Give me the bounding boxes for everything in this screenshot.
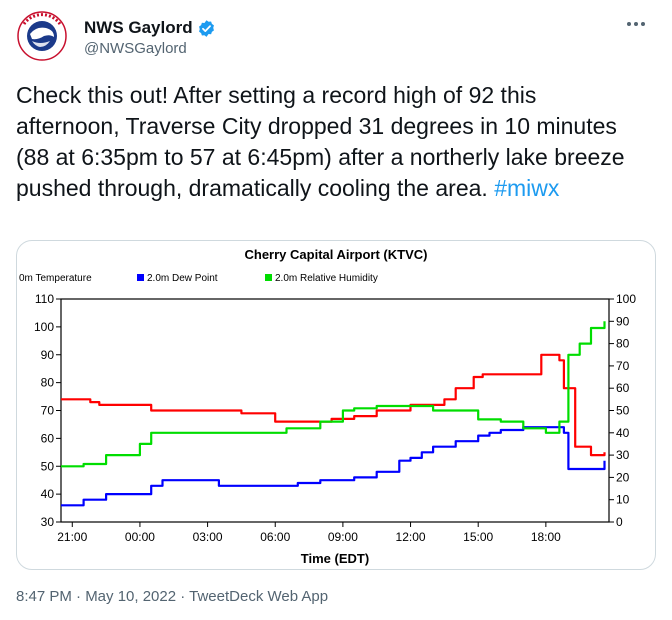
series-line <box>61 353 606 457</box>
display-name[interactable]: NWS Gaylord <box>84 18 193 37</box>
chart-series <box>61 321 606 507</box>
x-tick-label: 00:00 <box>125 530 155 544</box>
chart-svg: Cherry Capital Airport (KTVC) 0m Tempera… <box>19 247 636 566</box>
tweet-media-chart[interactable]: Cherry Capital Airport (KTVC) 0m Tempera… <box>16 240 656 570</box>
y-right-tick-label: 30 <box>616 448 630 462</box>
y-left-tick-label: 30 <box>41 515 55 529</box>
y-left-tick-label: 80 <box>41 376 55 390</box>
x-tick-label: 06:00 <box>260 530 290 544</box>
y-right-tick-label: 20 <box>616 470 630 484</box>
tweet-header: NWS Gaylord @NWSGaylord <box>16 10 656 62</box>
avatar[interactable] <box>16 10 68 62</box>
x-tick-label: 15:00 <box>463 530 493 544</box>
chart-title: Cherry Capital Airport (KTVC) <box>245 247 428 262</box>
legend-label: 2.0m Relative Humidity <box>275 273 378 284</box>
y-right-tick-label: 100 <box>616 292 636 306</box>
x-tick-label: 12:00 <box>396 530 426 544</box>
series-line <box>61 321 606 468</box>
y-right-tick-label: 50 <box>616 404 630 418</box>
y-right-tick-label: 40 <box>616 426 630 440</box>
y-right-tick-label: 60 <box>616 381 630 395</box>
y-left-tick-label: 50 <box>41 459 55 473</box>
x-tick-label: 03:00 <box>193 530 223 544</box>
handle[interactable]: @NWSGaylord <box>84 40 187 57</box>
more-options-icon[interactable] <box>622 14 650 34</box>
tweet-text: Check this out! After setting a record h… <box>16 80 646 204</box>
tweet-body: Check this out! After setting a record h… <box>16 82 625 201</box>
y-left-tick-label: 70 <box>41 404 55 418</box>
x-axis: 21:00 00:00 03:00 06:00 09:00 12:00 15:00 18:00 <box>57 522 561 544</box>
legend-label: 2.0m Dew Point <box>147 273 218 284</box>
y-left-tick-label: 110 <box>35 292 54 306</box>
y-right-tick-label: 10 <box>616 493 630 507</box>
x-tick-label: 18:00 <box>531 530 561 544</box>
nws-logo-icon <box>16 10 68 62</box>
verified-badge-icon <box>198 19 214 37</box>
x-axis-label: Time (EDT) <box>301 551 369 566</box>
chart-legend: 0m Temperature 2.0m Dew Point 2.0m Relativ… <box>19 273 378 284</box>
y-left-tick-label: 90 <box>41 348 55 362</box>
y-right-tick-label: 80 <box>616 337 630 351</box>
hashtag-link[interactable]: #miwx <box>494 175 560 201</box>
x-tick-label: 09:00 <box>328 530 358 544</box>
y-left-tick-label: 60 <box>41 431 55 445</box>
tweet-timestamp[interactable]: 8:47 PM · May 10, 2022 · TweetDeck Web A… <box>16 588 329 605</box>
y-axis-left: 30 40 50 60 70 80 90 100 110 <box>34 292 61 529</box>
legend-swatch <box>265 274 272 281</box>
y-right-tick-label: 0 <box>616 515 623 529</box>
legend-swatch <box>137 274 144 281</box>
x-tick-label: 21:00 <box>57 530 87 544</box>
y-right-tick-label: 90 <box>616 314 630 328</box>
y-axis-right: 0 10 20 30 40 50 60 70 80 90 100 <box>609 292 636 529</box>
y-left-tick-label: 40 <box>41 487 55 501</box>
y-left-tick-label: 100 <box>34 320 54 334</box>
y-right-tick-label: 70 <box>616 359 630 373</box>
plot-frame <box>60 298 610 523</box>
legend-label: 0m Temperature <box>19 273 92 284</box>
series-line <box>61 426 606 507</box>
